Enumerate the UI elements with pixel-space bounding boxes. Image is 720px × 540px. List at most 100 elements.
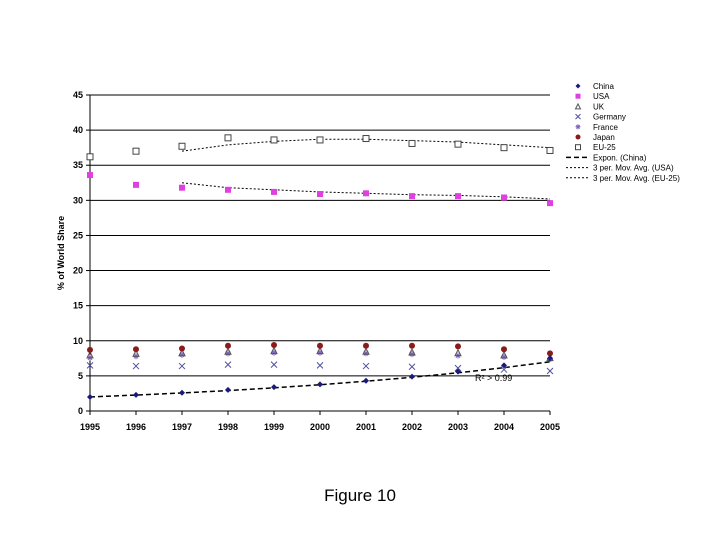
data-point-eu-25 <box>86 153 94 161</box>
data-point-japan <box>501 346 507 353</box>
legend-marker-france <box>575 124 581 130</box>
data-point-uk <box>408 347 416 356</box>
data-point-china <box>271 384 277 391</box>
plot-area: 0 5 10 15 20 25 30 35 40 45 1995 1996 1997 1998 1999 20… <box>56 90 560 432</box>
x-tick-label: 1997 <box>172 422 192 432</box>
data-point-uk <box>178 348 186 357</box>
legend-marker-usa <box>575 93 581 99</box>
y-tick-label: 25 <box>73 230 83 240</box>
data-point-uk <box>362 347 370 355</box>
data-point-japan <box>225 342 231 349</box>
data-point-japan <box>271 341 277 348</box>
data-point-usa <box>363 190 369 197</box>
data-point-china <box>133 391 139 398</box>
x-tick-label: 1995 <box>80 422 100 432</box>
x-tick-label: 1998 <box>218 422 238 432</box>
figure-caption: Figure 10 <box>324 486 396 505</box>
data-point-usa <box>271 188 277 195</box>
data-point-germany <box>546 367 554 375</box>
data-point-uk <box>132 349 140 357</box>
legend-label: 3 per. Mov. Avg. (USA) <box>593 164 674 173</box>
data-point-usa <box>87 172 93 179</box>
y-tick-label: 10 <box>73 336 83 346</box>
data-point-eu-25 <box>132 147 140 155</box>
data-point-china <box>87 393 93 400</box>
trendline <box>89 361 551 398</box>
data-point-germany <box>224 361 232 369</box>
x-tick-label: 2004 <box>494 422 514 432</box>
data-point-china <box>501 362 507 369</box>
legend-marker-china <box>575 83 581 89</box>
y-tick-label: 20 <box>73 266 83 276</box>
data-point-germany <box>178 362 186 370</box>
data-point-uk <box>454 348 462 357</box>
data-point-usa <box>501 194 507 201</box>
data-point-germany <box>454 364 462 372</box>
data-point-eu-25 <box>178 142 186 150</box>
data-point-france <box>271 349 277 356</box>
data-point-eu-25 <box>408 139 416 147</box>
data-point-japan <box>455 343 461 350</box>
y-tick-label: 45 <box>73 90 83 100</box>
data-point-germany <box>316 362 324 369</box>
y-tick-label: 5 <box>78 371 83 381</box>
x-tick-label: 2005 <box>540 422 560 432</box>
legend-marker-eu-25 <box>575 144 581 151</box>
legend-label: Expon. (China) <box>593 153 647 162</box>
legend-marker-japan <box>575 134 581 140</box>
data-point-japan <box>87 346 93 353</box>
data-point-germany <box>500 366 508 373</box>
data-point-france <box>179 351 185 358</box>
y-tick-label: 0 <box>78 406 83 416</box>
data-point-germany <box>270 361 278 369</box>
data-point-eu-25 <box>362 135 370 143</box>
data-point-eu-25 <box>546 146 554 154</box>
data-point-eu-25 <box>224 134 232 142</box>
y-axis-label: % of World Share <box>56 216 66 290</box>
data-point-germany <box>362 362 370 370</box>
data-point-france <box>317 349 323 356</box>
x-tick-label: 2002 <box>402 422 422 432</box>
data-point-china <box>547 355 553 362</box>
data-point-japan <box>133 346 139 353</box>
data-point-uk <box>224 347 232 355</box>
data-point-uk <box>86 350 94 359</box>
data-point-usa <box>225 186 231 193</box>
data-point-usa <box>179 184 185 191</box>
x-tick-label: 2003 <box>448 422 468 432</box>
data-point-uk <box>270 346 278 355</box>
data-point-eu-25 <box>270 136 278 144</box>
y-tick-label: 30 <box>73 195 83 205</box>
legend-label: EU-25 <box>593 143 616 152</box>
data-point-japan <box>547 350 553 357</box>
data-point-china <box>455 368 461 375</box>
legend-label: UK <box>593 102 605 111</box>
data-point-usa <box>455 193 461 200</box>
data-point-usa <box>547 200 553 207</box>
legend-label: USA <box>593 92 610 101</box>
data-point-china <box>225 386 231 393</box>
legend-label: China <box>593 82 614 91</box>
data-point-france <box>501 353 507 360</box>
data-point-usa <box>133 181 139 188</box>
r-squared-annotation: R² > 0.99 <box>475 373 512 383</box>
data-point-france <box>363 350 369 357</box>
x-tick-label: 2000 <box>310 422 330 432</box>
legend-marker-uk <box>574 102 582 110</box>
data-point-france <box>225 350 231 357</box>
legend-label: Germany <box>593 113 626 122</box>
legend-label: 3 per. Mov. Avg. (EU-25) <box>593 174 680 183</box>
data-point-eu-25 <box>500 144 508 152</box>
legend-label: Japan <box>593 133 615 142</box>
data-point-eu-25 <box>454 140 462 148</box>
data-point-usa <box>317 191 323 198</box>
data-point-germany <box>408 363 416 371</box>
data-point-china <box>317 381 323 388</box>
data-point-germany <box>86 362 94 369</box>
y-tick-label: 35 <box>73 160 83 170</box>
data-point-germany <box>132 362 140 370</box>
data-point-usa <box>409 193 415 200</box>
data-point-france <box>409 351 415 358</box>
